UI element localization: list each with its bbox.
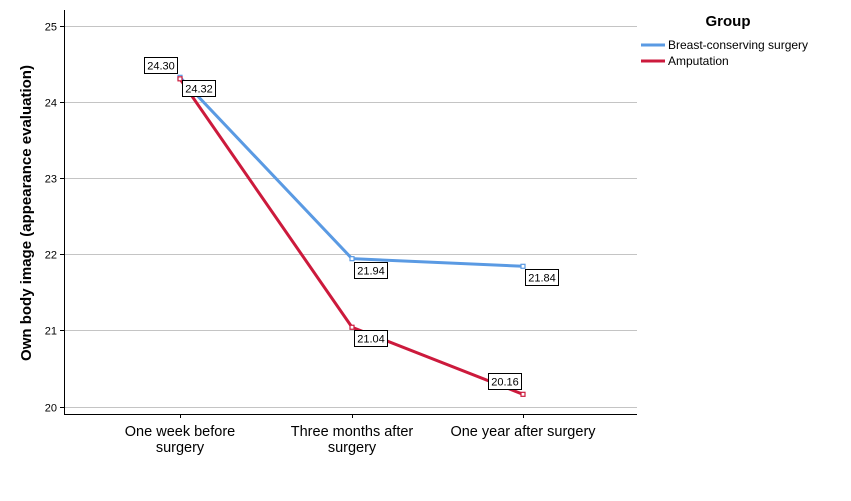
data-point-breast-conserving <box>349 256 355 262</box>
gridlines <box>64 26 637 408</box>
data-label-breast-conserving: 21.94 <box>357 266 385 278</box>
legend-label-amputation: Amputation <box>668 54 729 68</box>
legend-label-breast-conserving: Breast-conserving surgery <box>668 38 808 52</box>
data-label-box <box>354 330 388 347</box>
data-label-amputation: 24.30 <box>147 61 175 73</box>
y-axis-title: Own body image (appearance evaluation) <box>18 65 35 361</box>
data-labels: 24.30 21.04 20.16 24.32 21.94 21.84 <box>144 57 559 390</box>
data-point-breast-conserving <box>520 263 526 269</box>
legend-title: Group <box>706 13 751 30</box>
data-label-box <box>182 80 216 97</box>
x-tick-label: surgery <box>156 440 205 456</box>
data-label-box <box>144 57 178 74</box>
data-label-breast-conserving: 24.32 <box>185 84 213 96</box>
y-tick-label: 23 <box>45 174 57 186</box>
y-tick-label: 21 <box>45 326 57 338</box>
x-tick-label: surgery <box>328 440 377 456</box>
axes <box>64 10 637 415</box>
y-tick-label: 24 <box>45 98 57 110</box>
data-point-amputation <box>520 391 526 397</box>
y-tick-label: 25 <box>45 22 57 34</box>
y-tick-label: 20 <box>45 403 57 415</box>
data-label-box <box>525 269 559 286</box>
y-tick-label: 22 <box>45 250 57 262</box>
data-label-breast-conserving: 21.84 <box>528 273 556 285</box>
y-tick-labels: 20 21 22 23 24 25 <box>45 22 64 415</box>
x-tick-label: Three months after <box>291 424 414 440</box>
data-label-amputation: 21.04 <box>357 334 385 346</box>
data-point-amputation <box>349 324 355 330</box>
series-line-amputation <box>178 77 524 396</box>
x-tick-label: One week before <box>125 424 235 440</box>
data-label-box <box>488 373 522 390</box>
data-point-amputation <box>177 76 183 82</box>
data-label-amputation: 20.16 <box>491 377 519 389</box>
x-tick-label: One year after surgery <box>450 424 596 440</box>
legend: Group Breast-conserving surgery Amputatio… <box>641 13 808 68</box>
series-line-breast-conserving <box>178 76 524 268</box>
series-lines <box>177 74 526 397</box>
data-label-box <box>354 262 388 279</box>
